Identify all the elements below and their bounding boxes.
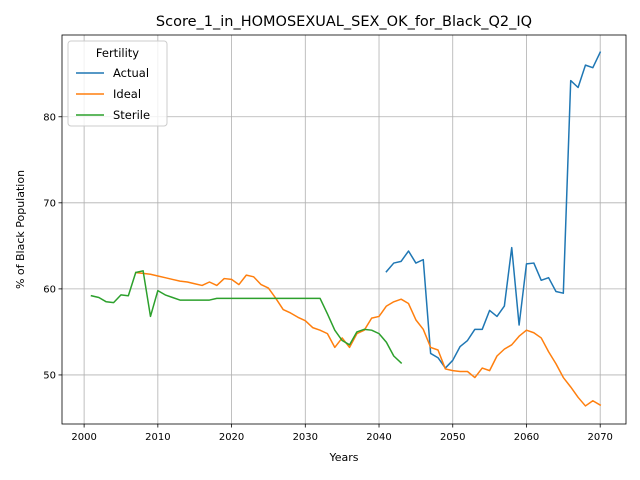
x-tick-label: 2040 xyxy=(366,432,391,443)
x-tick-label: 2020 xyxy=(219,432,244,443)
plot-frame xyxy=(61,34,627,425)
legend-label-actual: Actual xyxy=(113,66,149,80)
grid xyxy=(62,35,626,424)
x-tick-label: 2030 xyxy=(293,432,318,443)
x-axis-label: Years xyxy=(328,451,358,464)
y-tick-label: 70 xyxy=(43,198,56,209)
chart-title: Score_1_in_HOMOSEXUAL_SEX_OK_for_Black_Q… xyxy=(156,14,532,30)
series-lines xyxy=(90,51,602,407)
y-tick-label: 80 xyxy=(43,112,56,123)
y-tick-label: 60 xyxy=(43,284,56,295)
legend-label-ideal: Ideal xyxy=(113,87,141,101)
legend-title: Fertility xyxy=(96,46,139,60)
x-tick-label: 2060 xyxy=(514,432,539,443)
axis-ticks: 2000 2010 2020 2030 2040 2050 2060 2070 50 60 70 80 xyxy=(43,112,613,443)
y-tick-label: 50 xyxy=(43,371,56,382)
series-line-sterile xyxy=(90,270,403,364)
x-tick-label: 2070 xyxy=(587,432,612,443)
legend-box xyxy=(67,40,168,127)
legend: Fertility Actual Ideal Sterile xyxy=(67,40,168,127)
x-tick-label: 2000 xyxy=(71,432,96,443)
y-axis-label: % of Black Population xyxy=(14,170,27,289)
legend-label-sterile: Sterile xyxy=(113,108,150,122)
series-line-actual xyxy=(385,51,602,369)
x-tick-label: 2050 xyxy=(440,432,465,443)
x-tick-label: 2010 xyxy=(145,432,170,443)
legend-entries: Actual Ideal Sterile xyxy=(76,66,150,122)
series-line-ideal xyxy=(134,271,602,407)
